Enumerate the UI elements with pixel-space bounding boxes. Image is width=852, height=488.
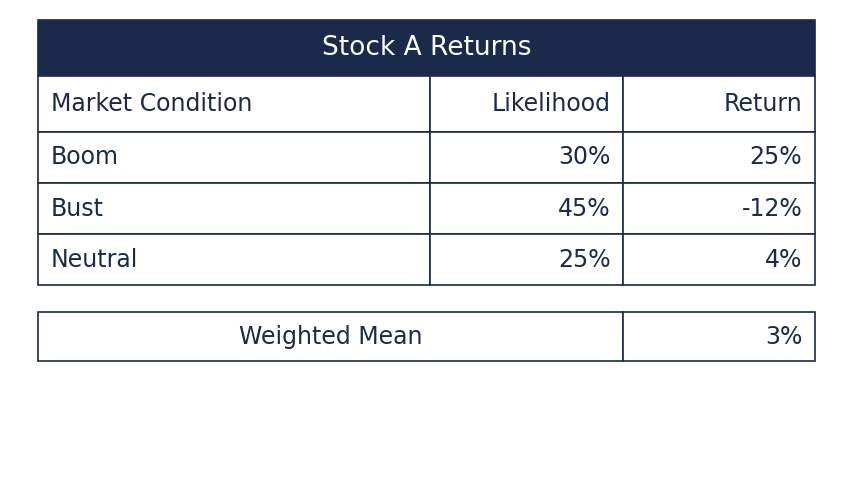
- Text: 45%: 45%: [557, 197, 610, 221]
- Bar: [430, 76, 622, 132]
- Text: Return: Return: [722, 92, 801, 116]
- Text: 4%: 4%: [764, 248, 801, 272]
- Bar: [38, 132, 430, 183]
- Bar: [622, 234, 814, 285]
- Bar: [38, 183, 430, 234]
- Bar: [622, 132, 814, 183]
- Bar: [430, 234, 622, 285]
- Text: 25%: 25%: [557, 248, 610, 272]
- Bar: [430, 183, 622, 234]
- Bar: [38, 76, 430, 132]
- Text: Market Condition: Market Condition: [51, 92, 252, 116]
- Bar: [622, 312, 814, 361]
- Text: 3%: 3%: [764, 325, 801, 349]
- Text: Weighted Mean: Weighted Mean: [239, 325, 422, 349]
- Bar: [38, 234, 430, 285]
- Text: 30%: 30%: [557, 145, 610, 169]
- Text: -12%: -12%: [740, 197, 801, 221]
- Bar: [38, 20, 814, 76]
- Text: Neutral: Neutral: [51, 248, 138, 272]
- Bar: [38, 312, 622, 361]
- Text: 25%: 25%: [749, 145, 801, 169]
- Bar: [622, 183, 814, 234]
- Text: Bust: Bust: [51, 197, 104, 221]
- Bar: [622, 76, 814, 132]
- Text: Likelihood: Likelihood: [491, 92, 610, 116]
- Text: Boom: Boom: [51, 145, 118, 169]
- Text: Stock A Returns: Stock A Returns: [321, 35, 531, 61]
- Bar: [430, 132, 622, 183]
